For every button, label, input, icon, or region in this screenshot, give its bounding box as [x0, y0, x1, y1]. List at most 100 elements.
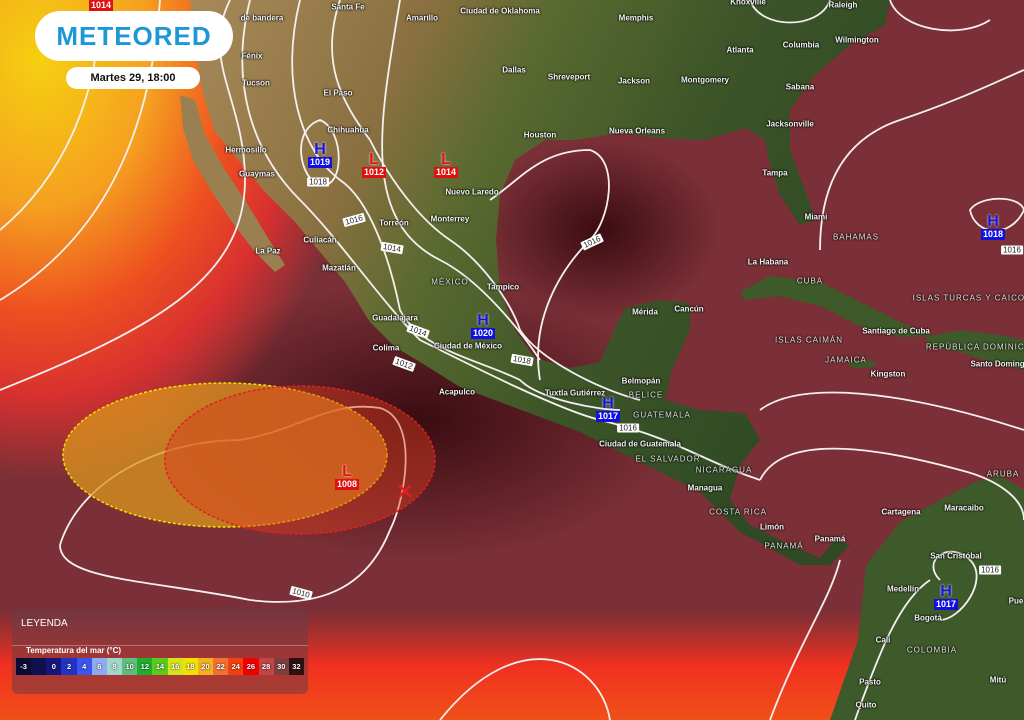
high-pressure-center: H 1020 [470, 312, 496, 339]
colorbar-cell: 0 [46, 658, 62, 675]
city-label: Raleigh [828, 0, 858, 10]
colorbar-cell: 12 [137, 658, 153, 675]
city-label: Wilmington [835, 35, 879, 45]
high-pressure-icon: H [477, 312, 489, 329]
colorbar-cell: 22 [213, 658, 229, 675]
region-label: CUBA [796, 276, 824, 286]
isobar-label: 1018 [307, 177, 329, 187]
city-label: Santa Fe [331, 2, 365, 12]
colorbar-cell [31, 658, 47, 675]
isobar-label: 1016 [979, 565, 1001, 575]
region-label: ISLAS TURCAS Y CAICOS [912, 293, 1024, 303]
isobar-label: 1016 [617, 423, 639, 433]
pressure-value: 1012 [361, 167, 387, 178]
region-label: BAHAMAS [832, 232, 880, 242]
city-label: Tucson [242, 78, 270, 88]
colorbar-cell: 30 [273, 658, 289, 675]
colorbar-cell: 18 [182, 658, 198, 675]
region-label: NICARAGUA [695, 465, 753, 475]
colorbar-cell: 4 [76, 658, 92, 675]
city-label: Shreveport [547, 72, 591, 82]
land-jamaica [848, 360, 876, 368]
city-label: Belmopán [621, 376, 661, 386]
region-label: EL SALVADOR [635, 454, 701, 464]
meteored-logo[interactable]: METEORED [35, 11, 233, 61]
city-label: Amarillo [405, 13, 439, 23]
low-pressure-center: L 1008 [334, 463, 360, 490]
colorbar-cell: -3 [16, 658, 32, 675]
forecast-datetime: Martes 29, 18:00 [66, 67, 200, 89]
colorbar-cell: 10 [122, 658, 138, 675]
dark-sea-patch [480, 140, 720, 320]
region-label: COSTA RICA [709, 507, 767, 517]
city-label: Panamá [814, 534, 846, 544]
city-label: Cancún [674, 304, 704, 314]
city-label: Chihuahua [327, 125, 369, 135]
city-label: Culiacán [303, 235, 337, 245]
high-pressure-center: H 1017 [933, 583, 959, 610]
land-hispaniola [925, 330, 1024, 370]
city-label: Santo Domingo [970, 359, 1024, 369]
colorbar-cell: 2 [61, 658, 77, 675]
colorbar-cell: 26 [243, 658, 259, 675]
pressure-value: 1008 [334, 479, 360, 490]
pressure-value: 1014 [433, 167, 459, 178]
city-label: Ciudad de México [433, 341, 503, 351]
low-pressure-icon: L [369, 151, 379, 168]
forecast-cone-red [164, 385, 436, 535]
city-label: Colima [372, 343, 400, 353]
city-label: Monterrey [430, 214, 470, 224]
region-label: PANAMÁ [764, 541, 804, 551]
city-label: Nuevo Laredo [445, 187, 499, 197]
city-label: Guaymas [238, 169, 276, 179]
city-label: Cartagena [881, 507, 921, 517]
city-label: Maracaibo [944, 503, 984, 513]
region-label: JAMAICA [825, 355, 867, 365]
pressure-value: 1017 [933, 599, 959, 610]
colorbar-cell: 16 [167, 658, 183, 675]
city-label: Dallas [502, 65, 526, 75]
colorbar-cell: 20 [197, 658, 214, 675]
city-label: Knoxville [730, 0, 766, 7]
low-pressure-icon: L [342, 463, 352, 480]
high-pressure-icon: H [602, 395, 614, 412]
city-label: Santiago de Cuba [862, 326, 930, 336]
legend-divider [12, 645, 308, 646]
city-label: Ciudad de Guatemala [599, 439, 681, 449]
city-label: Torreón [379, 218, 409, 228]
pressure-value: 1018 [980, 229, 1006, 240]
city-label: de bandera [240, 13, 284, 23]
low-pressure-center: L 1012 [361, 151, 387, 178]
high-pressure-icon: H [314, 141, 326, 158]
region-label: ARUBA [986, 469, 1020, 479]
colorbar-cell: 32 [288, 658, 304, 675]
city-label: Montgomery [681, 75, 729, 85]
high-pressure-icon: H [940, 583, 952, 600]
city-label: Pue [1008, 596, 1024, 606]
region-label: REPÚBLICA DOMINICANA [925, 342, 1024, 352]
pressure-value: 1020 [470, 328, 496, 339]
city-label: Guadalajara [372, 313, 418, 323]
region-label: GUATEMALA [633, 410, 691, 420]
land-north-america [190, 0, 890, 565]
city-label: Bogotá [914, 613, 942, 623]
storm-position-x-icon [398, 484, 412, 498]
high-pressure-center: H 1018 [980, 214, 1006, 240]
city-label: Jacksonville [766, 119, 814, 129]
city-label: Mitú [989, 675, 1007, 685]
city-label: Columbia [782, 40, 820, 50]
city-label: Kingston [870, 369, 906, 379]
city-label: Tuxtla Gutiérrez [544, 388, 606, 398]
city-label: Cali [875, 635, 891, 645]
city-label: San Cristóbal [930, 551, 982, 561]
city-label: Tampico [486, 282, 520, 292]
high-pressure-center: H 1017 [595, 395, 621, 422]
colorbar-cell: 24 [228, 658, 244, 675]
pressure-value: 1014 [88, 0, 114, 11]
colorbar-cell: 8 [106, 658, 123, 675]
city-label: Mazatlán [322, 263, 356, 273]
city-label: Houston [523, 130, 557, 140]
